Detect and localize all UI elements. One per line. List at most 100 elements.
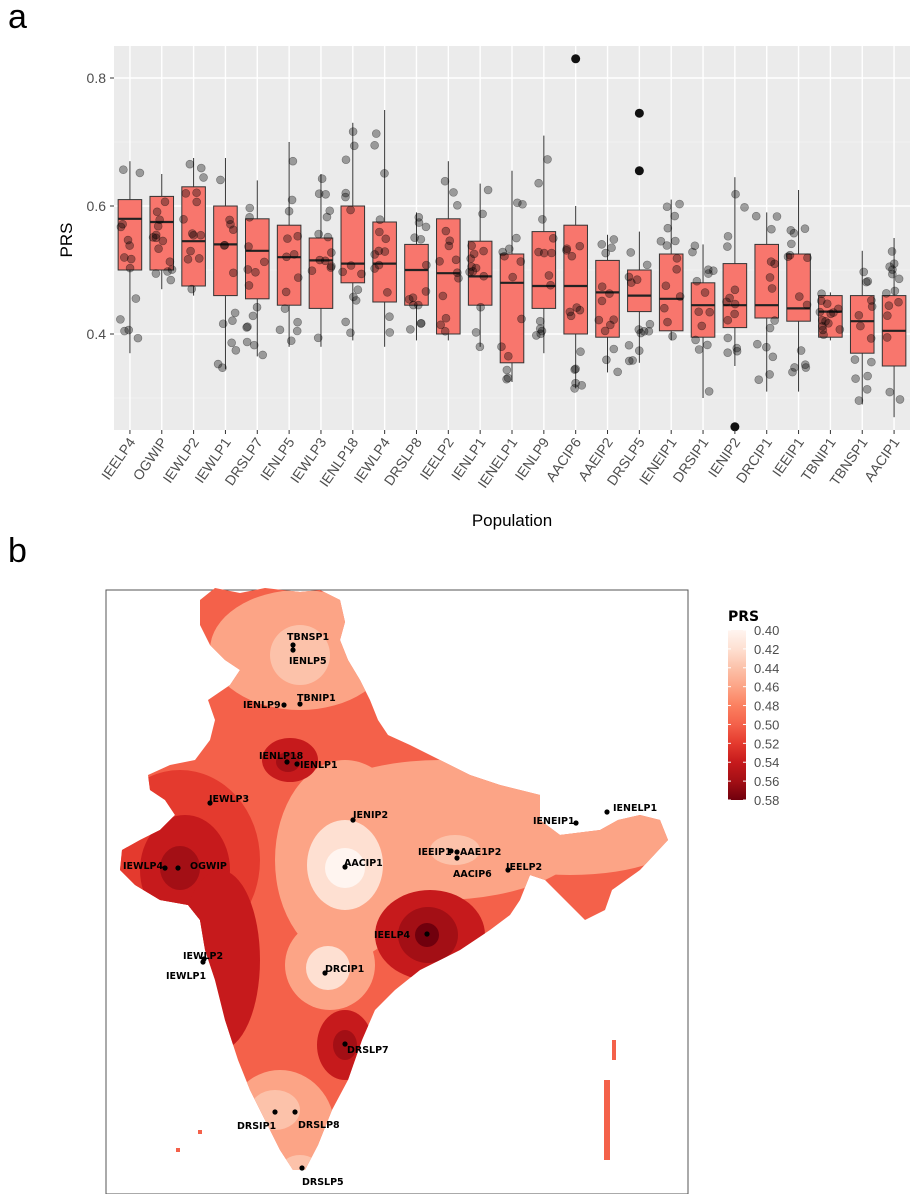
jitter-point xyxy=(243,265,253,274)
jitter-point xyxy=(441,313,451,323)
jitter-point xyxy=(445,236,455,245)
jitter-point xyxy=(252,302,262,312)
jitter-point xyxy=(422,260,431,270)
jitter-point xyxy=(671,236,680,246)
jitter-point xyxy=(829,308,838,317)
jitter-point xyxy=(538,215,547,224)
iqr-box xyxy=(308,237,334,309)
boxes xyxy=(116,54,907,432)
jitter-point xyxy=(626,278,636,287)
jitter-point xyxy=(349,141,359,151)
jitter-point xyxy=(155,215,164,225)
jitter-point xyxy=(767,224,776,234)
jitter-point xyxy=(416,234,426,244)
site-label: IENLP1 xyxy=(300,760,338,771)
jitter-point xyxy=(751,211,761,221)
jitter-point xyxy=(163,267,172,276)
box-DRCIP1 xyxy=(751,211,782,392)
jitter-point xyxy=(570,365,579,374)
jitter-point xyxy=(375,215,385,224)
jitter-point xyxy=(123,235,133,245)
jitter-point xyxy=(632,275,642,284)
jitter-point xyxy=(537,326,547,336)
site-DRSLP7: DRSLP7 xyxy=(342,1041,389,1056)
jitter-point xyxy=(516,257,526,266)
jitter-point xyxy=(194,254,204,263)
jitter-point xyxy=(476,302,485,312)
jitter-point xyxy=(826,309,836,319)
jitter-point xyxy=(228,225,238,235)
box-AAEIP2 xyxy=(594,234,622,377)
jitter-point xyxy=(882,289,891,298)
jitter-point xyxy=(280,304,290,313)
jitter-point xyxy=(730,299,740,309)
jitter-point xyxy=(675,292,685,301)
jitter-point xyxy=(548,233,558,243)
iqr-box xyxy=(818,295,843,338)
jitter-point xyxy=(413,300,423,310)
iqr-box xyxy=(786,253,811,322)
jitter-point xyxy=(124,325,134,335)
site-dot xyxy=(350,817,356,823)
site-dot xyxy=(292,1109,298,1115)
jitter-point xyxy=(795,292,804,301)
jitter-point xyxy=(371,129,381,138)
jitter-point xyxy=(754,375,764,384)
jitter-point xyxy=(821,316,830,326)
jitter-point xyxy=(293,231,303,241)
jitter-point xyxy=(862,277,871,287)
jitter-point xyxy=(690,241,700,251)
site-label: AACIP6 xyxy=(453,869,492,880)
legend-label: 0.52 xyxy=(754,736,779,751)
site-AACIP6: AACIP6 xyxy=(453,855,492,880)
box-IEELP4 xyxy=(116,161,145,354)
iqr-box xyxy=(117,199,143,271)
jitter-point xyxy=(152,207,162,217)
site-dot xyxy=(297,701,303,707)
jitter-point xyxy=(183,254,193,264)
jitter-point xyxy=(116,222,126,232)
jitter-point xyxy=(790,363,799,372)
jitter-point xyxy=(380,247,390,256)
site-DRCIP1: DRCIP1 xyxy=(322,964,364,976)
jitter-point xyxy=(315,255,325,265)
jitter-point xyxy=(785,250,795,260)
jitter-point xyxy=(772,212,782,221)
jitter-point xyxy=(787,239,796,249)
jitter-point xyxy=(796,346,806,355)
site-DRSLP5: DRSLP5 xyxy=(299,1165,344,1188)
jitter-point xyxy=(242,323,251,332)
jitter-point xyxy=(322,212,332,222)
jitter-point xyxy=(534,247,543,257)
jitter-point xyxy=(730,309,739,319)
jitter-point xyxy=(803,253,812,263)
jitter-point xyxy=(834,304,843,314)
jitter-point xyxy=(467,241,476,250)
jitter-point xyxy=(471,328,481,337)
jitter-point xyxy=(535,324,545,333)
box-IENLP18 xyxy=(338,122,366,341)
jitter-point xyxy=(866,334,876,343)
jitter-point xyxy=(819,330,828,340)
panel-b-label: b xyxy=(8,532,27,570)
jitter-point xyxy=(196,230,206,240)
jitter-point xyxy=(863,276,873,286)
site-TBNSP1: TBNSP1 xyxy=(287,632,329,648)
legend-label: 0.40 xyxy=(754,623,779,638)
jitter-point xyxy=(609,344,619,354)
jitter-point xyxy=(313,333,323,343)
jitter-point xyxy=(567,251,577,261)
jitter-point xyxy=(822,299,832,309)
jitter-point xyxy=(788,367,797,377)
jitter-point xyxy=(765,323,775,333)
jitter-point xyxy=(697,321,707,331)
jitter-point xyxy=(282,252,291,262)
outlier-point xyxy=(634,166,644,176)
jitter-point xyxy=(859,267,869,277)
jitter-point xyxy=(512,233,521,243)
jitter-point xyxy=(406,325,415,334)
jitter-point xyxy=(469,249,479,259)
site-label: AACIP1 xyxy=(344,858,383,869)
